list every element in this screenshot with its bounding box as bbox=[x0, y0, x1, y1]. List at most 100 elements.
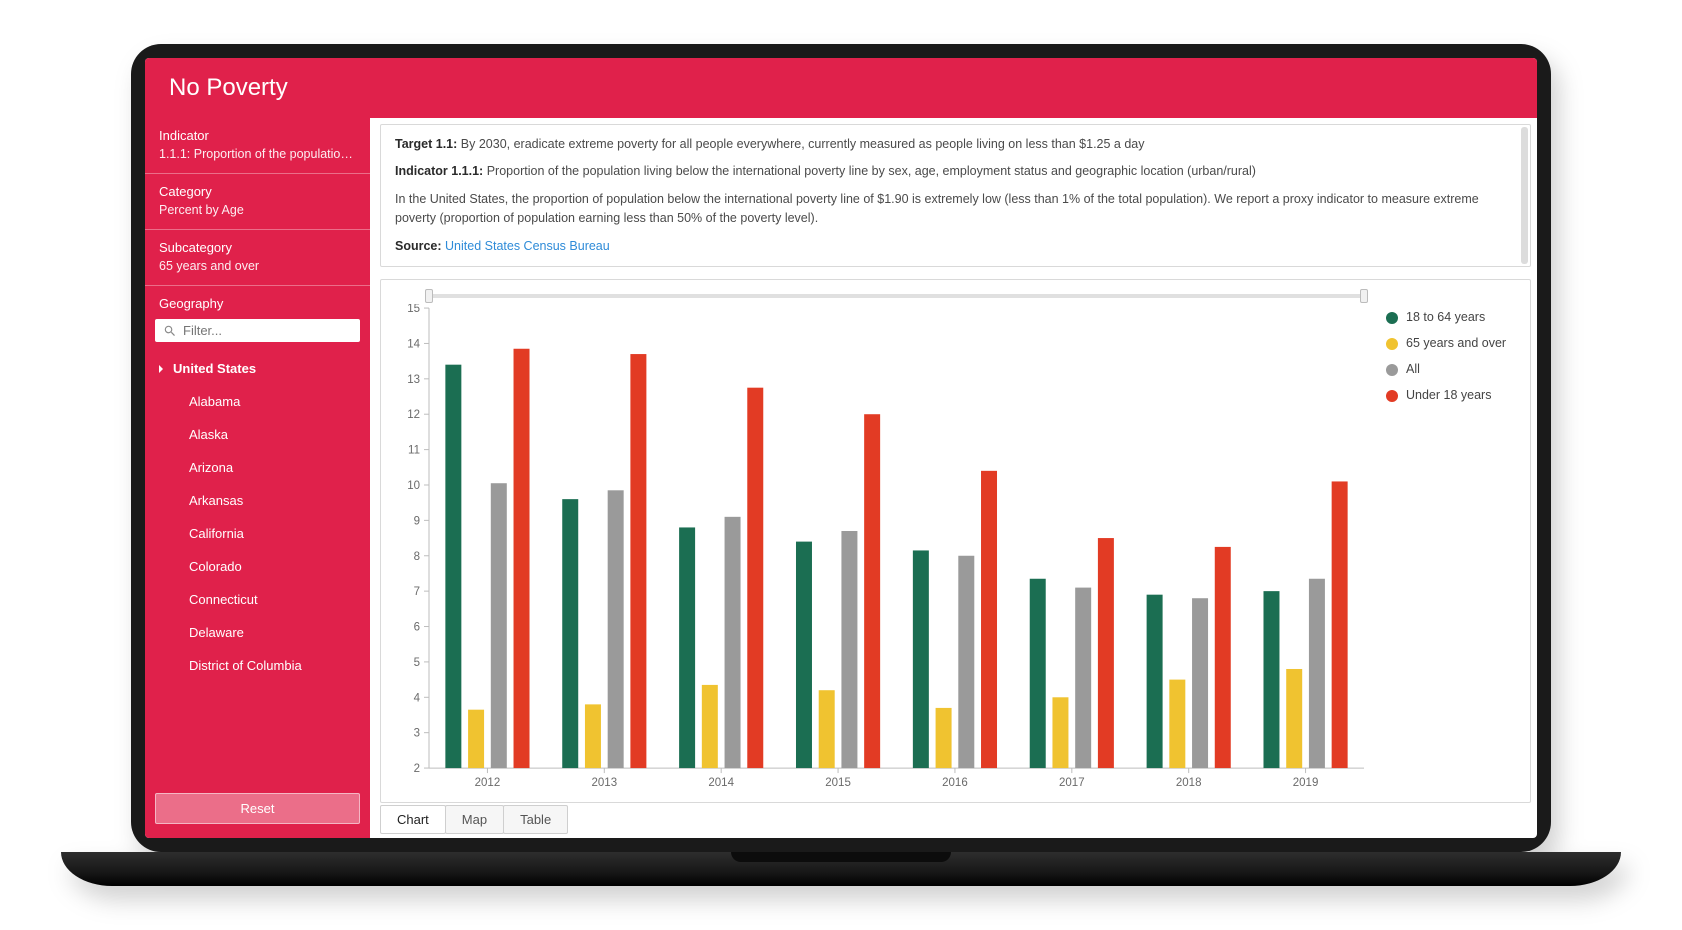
geography-scroll[interactable]: United StatesAlabamaAlaskaArizonaArkansa… bbox=[155, 352, 360, 787]
time-range-slider[interactable] bbox=[429, 290, 1364, 302]
geo-item[interactable]: Arizona bbox=[155, 451, 356, 484]
chart-legend: 18 to 64 years 65 years and over All Under … bbox=[1372, 290, 1522, 798]
bar[interactable] bbox=[1169, 679, 1185, 767]
info-source-label: Source: bbox=[395, 239, 442, 253]
bar[interactable] bbox=[1263, 591, 1279, 768]
svg-text:2014: 2014 bbox=[708, 777, 734, 789]
geography-list: United StatesAlabamaAlaskaArizonaArkansa… bbox=[155, 352, 360, 787]
geo-item[interactable]: Connecticut bbox=[155, 583, 356, 616]
bar[interactable] bbox=[514, 349, 530, 768]
sidebar-category[interactable]: Category Percent by Age bbox=[145, 174, 370, 230]
svg-text:12: 12 bbox=[407, 409, 420, 421]
app-window: No Poverty Indicator 1.1.1: Proportion o… bbox=[145, 58, 1537, 838]
sidebar-indicator-value: 1.1.1: Proportion of the population livi… bbox=[159, 147, 356, 161]
geo-item-root[interactable]: United States bbox=[155, 352, 356, 385]
bar[interactable] bbox=[1052, 697, 1068, 768]
view-tab-table[interactable]: Table bbox=[503, 805, 568, 834]
svg-text:2013: 2013 bbox=[592, 777, 618, 789]
search-icon bbox=[163, 324, 177, 338]
chart-plot-area: 2345678910111213141520122013201420152016… bbox=[385, 290, 1372, 798]
sidebar-subcategory[interactable]: Subcategory 65 years and over bbox=[145, 230, 370, 286]
sidebar-indicator[interactable]: Indicator 1.1.1: Proportion of the popul… bbox=[145, 118, 370, 174]
svg-text:7: 7 bbox=[414, 586, 420, 598]
bar[interactable] bbox=[562, 499, 578, 768]
geo-item[interactable]: California bbox=[155, 517, 356, 550]
svg-text:5: 5 bbox=[414, 657, 420, 669]
legend-swatch bbox=[1386, 312, 1398, 324]
sidebar-category-title: Category bbox=[159, 184, 356, 199]
main: Target 1.1: By 2030, eradicate extreme p… bbox=[370, 118, 1537, 838]
info-source-link[interactable]: United States Census Bureau bbox=[445, 239, 610, 253]
slider-handle-right[interactable] bbox=[1360, 289, 1368, 303]
bar[interactable] bbox=[702, 685, 718, 768]
legend-label: 18 to 64 years bbox=[1406, 310, 1485, 324]
geo-item[interactable]: Colorado bbox=[155, 550, 356, 583]
bar[interactable] bbox=[468, 710, 484, 768]
bar[interactable] bbox=[679, 527, 695, 768]
svg-text:2016: 2016 bbox=[942, 777, 968, 789]
geo-item[interactable]: Arkansas bbox=[155, 484, 356, 517]
svg-text:2: 2 bbox=[414, 763, 420, 775]
bar[interactable] bbox=[445, 365, 461, 768]
svg-text:2015: 2015 bbox=[825, 777, 851, 789]
bar[interactable] bbox=[936, 708, 952, 768]
bar[interactable] bbox=[725, 517, 741, 768]
geo-item[interactable]: Alaska bbox=[155, 418, 356, 451]
bar[interactable] bbox=[1192, 598, 1208, 768]
bar[interactable] bbox=[864, 414, 880, 768]
bar[interactable] bbox=[491, 483, 507, 768]
bar[interactable] bbox=[1309, 579, 1325, 768]
bar[interactable] bbox=[841, 531, 857, 768]
legend-swatch bbox=[1386, 390, 1398, 402]
geo-item[interactable]: District of Columbia bbox=[155, 649, 356, 682]
svg-text:15: 15 bbox=[407, 304, 420, 315]
bar[interactable] bbox=[1332, 481, 1348, 768]
app-body: Indicator 1.1.1: Proportion of the popul… bbox=[145, 118, 1537, 838]
info-indicator-text: Proportion of the population living belo… bbox=[487, 164, 1256, 178]
legend-item[interactable]: All bbox=[1386, 362, 1516, 376]
geo-item[interactable]: Delaware bbox=[155, 616, 356, 649]
bar[interactable] bbox=[1030, 579, 1046, 768]
sidebar-category-value: Percent by Age bbox=[159, 203, 356, 217]
bar[interactable] bbox=[1098, 538, 1114, 768]
bar[interactable] bbox=[1075, 587, 1091, 767]
reset-button[interactable]: Reset bbox=[155, 793, 360, 824]
view-tab-chart[interactable]: Chart bbox=[380, 805, 446, 834]
legend-swatch bbox=[1386, 364, 1398, 376]
info-target: Target 1.1: By 2030, eradicate extreme p… bbox=[395, 135, 1516, 154]
laptop-mockup: No Poverty Indicator 1.1.1: Proportion o… bbox=[131, 44, 1551, 886]
svg-text:2017: 2017 bbox=[1059, 777, 1085, 789]
bar[interactable] bbox=[1286, 669, 1302, 768]
svg-text:14: 14 bbox=[407, 338, 420, 350]
svg-text:13: 13 bbox=[407, 374, 420, 386]
info-indicator: Indicator 1.1.1: Proportion of the popul… bbox=[395, 162, 1516, 181]
geography-filter[interactable] bbox=[155, 319, 360, 342]
info-panel: Target 1.1: By 2030, eradicate extreme p… bbox=[380, 124, 1531, 267]
bar[interactable] bbox=[747, 388, 763, 768]
page-title: No Poverty bbox=[169, 74, 288, 101]
legend-label: 65 years and over bbox=[1406, 336, 1506, 350]
sidebar-indicator-title: Indicator bbox=[159, 128, 356, 143]
bar[interactable] bbox=[913, 550, 929, 768]
sidebar-subcategory-value: 65 years and over bbox=[159, 259, 356, 273]
bar[interactable] bbox=[796, 541, 812, 767]
bar[interactable] bbox=[1215, 547, 1231, 768]
bar[interactable] bbox=[819, 690, 835, 768]
sidebar-geography-title: Geography bbox=[155, 296, 360, 319]
bar[interactable] bbox=[1147, 595, 1163, 768]
bar[interactable] bbox=[630, 354, 646, 768]
bar[interactable] bbox=[585, 704, 601, 768]
view-tab-map[interactable]: Map bbox=[445, 805, 504, 834]
bar[interactable] bbox=[981, 471, 997, 768]
legend-label: Under 18 years bbox=[1406, 388, 1491, 402]
legend-item[interactable]: Under 18 years bbox=[1386, 388, 1516, 402]
geography-filter-input[interactable] bbox=[183, 323, 352, 338]
geo-item[interactable]: Alabama bbox=[155, 385, 356, 418]
legend-item[interactable]: 18 to 64 years bbox=[1386, 310, 1516, 324]
slider-handle-left[interactable] bbox=[425, 289, 433, 303]
legend-item[interactable]: 65 years and over bbox=[1386, 336, 1516, 350]
bar[interactable] bbox=[608, 490, 624, 768]
svg-text:2018: 2018 bbox=[1176, 777, 1202, 789]
bar-chart: 2345678910111213141520122013201420152016… bbox=[385, 304, 1372, 798]
bar[interactable] bbox=[958, 556, 974, 768]
